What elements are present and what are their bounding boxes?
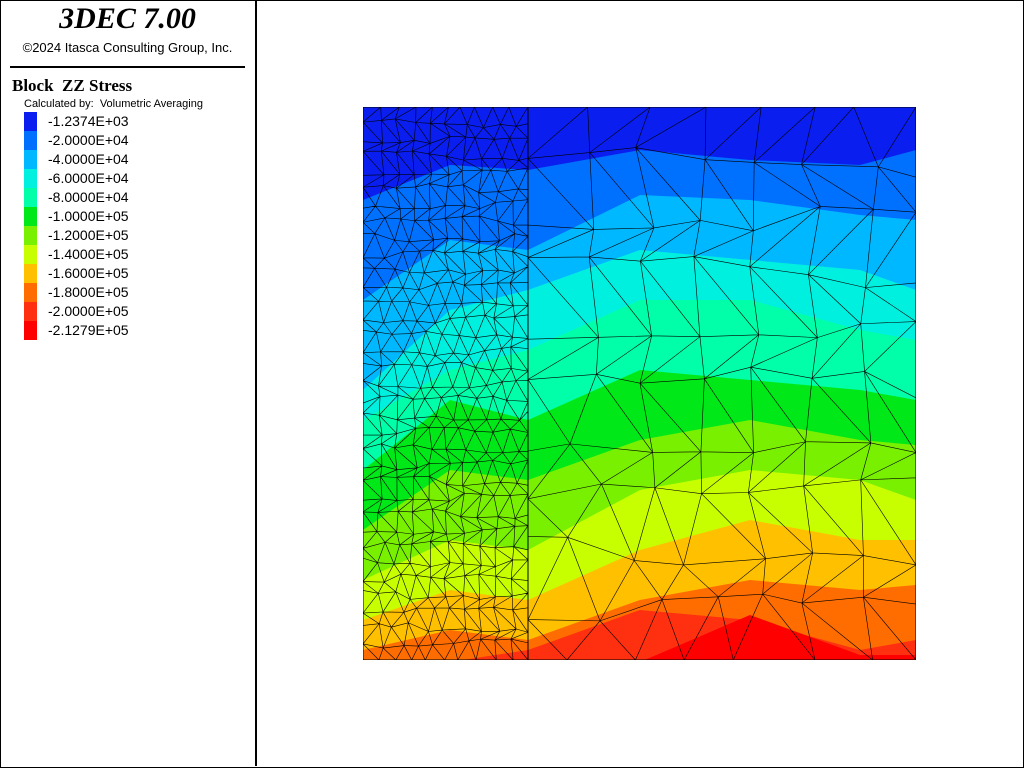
swatch xyxy=(24,131,37,150)
swatch xyxy=(24,302,37,321)
legend-label: -1.6000E+05 xyxy=(48,265,129,281)
legend-panel: 3DEC 7.00 ©2024 Itasca Consulting Group,… xyxy=(0,0,257,766)
legend-label: -4.0000E+04 xyxy=(48,151,129,167)
swatch xyxy=(24,150,37,169)
mesh xyxy=(363,107,916,660)
contour-band xyxy=(644,615,916,660)
swatch xyxy=(24,112,37,131)
swatch xyxy=(24,245,37,264)
mesh-lines xyxy=(527,107,916,660)
swatch xyxy=(24,226,37,245)
swatch xyxy=(24,321,37,340)
swatch xyxy=(24,264,37,283)
legend-label: -2.0000E+04 xyxy=(48,132,129,148)
swatch xyxy=(24,207,37,226)
legend-label: -2.0000E+05 xyxy=(48,303,129,319)
swatch xyxy=(24,188,37,207)
divider xyxy=(10,66,245,68)
legend-label: -1.2374E+03 xyxy=(48,113,129,129)
swatch xyxy=(24,169,37,188)
legend-label: -8.0000E+04 xyxy=(48,189,129,205)
legend-label: -1.0000E+05 xyxy=(48,208,129,224)
swatch xyxy=(24,283,37,302)
copyright: ©2024 Itasca Consulting Group, Inc. xyxy=(22,40,233,55)
legend-label: -1.2000E+05 xyxy=(48,227,129,243)
legend-label: -1.8000E+05 xyxy=(48,284,129,300)
app-title: 3DEC 7.00 xyxy=(59,2,196,35)
legend-label: -6.0000E+04 xyxy=(48,170,129,186)
legend-subtitle: Calculated by: Volumetric Averaging xyxy=(24,98,203,110)
mesh-lines xyxy=(363,107,529,660)
legend-label: -2.1279E+05 xyxy=(48,322,129,338)
legend-title: Block ZZ Stress xyxy=(12,76,133,95)
legend-label: -1.4000E+05 xyxy=(48,246,129,262)
